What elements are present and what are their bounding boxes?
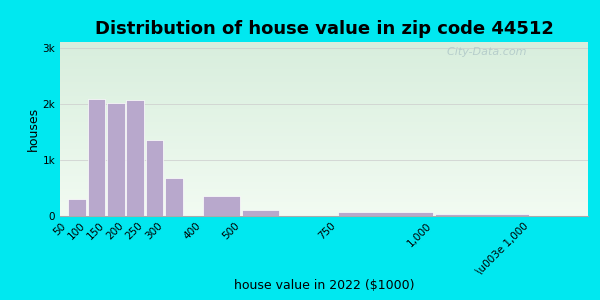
Bar	[88, 99, 106, 216]
Bar	[107, 103, 125, 216]
Title: Distribution of house value in zip code 44512: Distribution of house value in zip code …	[95, 20, 553, 38]
Text: City-Data.com: City-Data.com	[440, 47, 527, 57]
Bar	[434, 214, 529, 216]
Bar	[242, 210, 279, 216]
Bar	[338, 212, 433, 216]
X-axis label: house value in 2022 ($1000): house value in 2022 ($1000)	[234, 279, 414, 292]
Y-axis label: houses: houses	[26, 107, 40, 151]
Bar	[146, 140, 163, 216]
Bar	[165, 178, 182, 216]
Bar	[126, 100, 144, 216]
Bar	[203, 196, 241, 216]
Bar	[68, 199, 86, 216]
